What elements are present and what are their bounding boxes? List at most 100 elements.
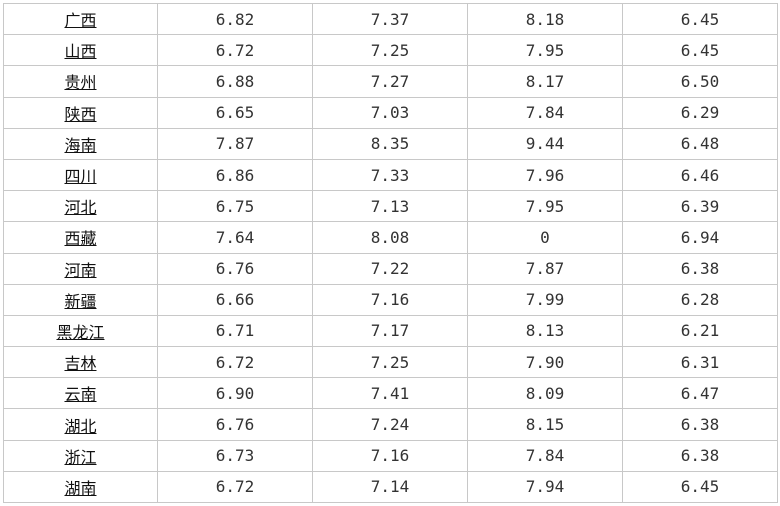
region-cell: 河北 bbox=[3, 190, 158, 223]
value-cell-v1: 6.72 bbox=[157, 470, 313, 504]
value-cell-v2: 7.22 bbox=[312, 252, 468, 285]
value-cell-v4: 6.38 bbox=[622, 252, 778, 285]
region-cell: 四川 bbox=[3, 158, 158, 192]
value-cell-v2: 7.24 bbox=[312, 408, 468, 441]
table-row: 陕西 6.65 7.03 7.84 6.29 bbox=[3, 96, 778, 129]
value-cell-v2: 7.27 bbox=[312, 65, 468, 98]
value-cell-v2: 7.25 bbox=[312, 346, 468, 379]
region-cell: 云南 bbox=[3, 377, 158, 410]
region-link[interactable]: 湖北 bbox=[64, 416, 97, 436]
table-row: 新疆 6.66 7.16 7.99 6.28 bbox=[3, 283, 778, 316]
price-table: 广西 6.82 7.37 8.18 6.45 山西 6.72 7.25 7.95 6.45 贵州 6.… bbox=[3, 2, 778, 504]
region-cell: 贵州 bbox=[3, 65, 158, 98]
value-cell-v2: 7.37 bbox=[312, 2, 468, 36]
value-cell-v2: 8.08 bbox=[312, 221, 468, 254]
value-cell-v2: 7.25 bbox=[312, 34, 468, 67]
region-cell: 山西 bbox=[3, 34, 158, 67]
region-cell: 浙江 bbox=[3, 439, 158, 472]
value-cell-v4: 6.39 bbox=[622, 190, 778, 223]
value-cell-v1: 6.82 bbox=[157, 2, 313, 36]
value-cell-v2: 7.17 bbox=[312, 314, 468, 348]
value-cell-v3: 8.15 bbox=[467, 408, 623, 441]
value-cell-v1: 6.75 bbox=[157, 190, 313, 223]
table-row: 海南 7.87 8.35 9.44 6.48 bbox=[3, 127, 778, 160]
value-cell-v1: 6.86 bbox=[157, 158, 313, 192]
value-cell-v1: 6.66 bbox=[157, 283, 313, 316]
value-cell-v1: 7.87 bbox=[157, 127, 313, 160]
table-row: 湖北 6.76 7.24 8.15 6.38 bbox=[3, 408, 778, 441]
value-cell-v4: 6.31 bbox=[622, 346, 778, 379]
region-cell: 海南 bbox=[3, 127, 158, 160]
region-link[interactable]: 浙江 bbox=[64, 447, 97, 467]
value-cell-v1: 6.72 bbox=[157, 346, 313, 379]
value-cell-v3: 7.96 bbox=[467, 158, 623, 192]
region-link[interactable]: 海南 bbox=[64, 135, 97, 155]
table-row: 湖南 6.72 7.14 7.94 6.45 bbox=[3, 470, 778, 504]
region-link[interactable]: 西藏 bbox=[64, 229, 97, 249]
table-row: 云南 6.90 7.41 8.09 6.47 bbox=[3, 377, 778, 410]
table-row: 吉林 6.72 7.25 7.90 6.31 bbox=[3, 346, 778, 379]
table-body: 广西 6.82 7.37 8.18 6.45 山西 6.72 7.25 7.95 6.45 贵州 6.… bbox=[3, 2, 778, 504]
region-link[interactable]: 云南 bbox=[64, 385, 97, 405]
value-cell-v3: 8.13 bbox=[467, 314, 623, 348]
value-cell-v3: 7.84 bbox=[467, 96, 623, 129]
value-cell-v4: 6.94 bbox=[622, 221, 778, 254]
value-cell-v1: 7.64 bbox=[157, 221, 313, 254]
value-cell-v1: 6.73 bbox=[157, 439, 313, 472]
region-link[interactable]: 陕西 bbox=[64, 104, 97, 124]
value-cell-v1: 6.72 bbox=[157, 34, 313, 67]
region-link[interactable]: 湖南 bbox=[64, 478, 97, 498]
value-cell-v4: 6.45 bbox=[622, 34, 778, 67]
value-cell-v2: 8.35 bbox=[312, 127, 468, 160]
value-cell-v3: 7.94 bbox=[467, 470, 623, 504]
table-row: 贵州 6.88 7.27 8.17 6.50 bbox=[3, 65, 778, 98]
value-cell-v4: 6.48 bbox=[622, 127, 778, 160]
value-cell-v4: 6.47 bbox=[622, 377, 778, 410]
table-row: 广西 6.82 7.37 8.18 6.45 bbox=[3, 2, 778, 36]
region-cell: 黑龙江 bbox=[3, 314, 158, 348]
value-cell-v4: 6.38 bbox=[622, 439, 778, 472]
value-cell-v1: 6.71 bbox=[157, 314, 313, 348]
value-cell-v3: 9.44 bbox=[467, 127, 623, 160]
region-link[interactable]: 贵州 bbox=[64, 73, 97, 93]
value-cell-v4: 6.21 bbox=[622, 314, 778, 348]
value-cell-v4: 6.29 bbox=[622, 96, 778, 129]
region-link[interactable]: 四川 bbox=[64, 167, 97, 187]
value-cell-v3: 7.99 bbox=[467, 283, 623, 316]
value-cell-v2: 7.16 bbox=[312, 283, 468, 316]
value-cell-v3: 7.84 bbox=[467, 439, 623, 472]
region-link[interactable]: 山西 bbox=[64, 42, 97, 62]
region-link[interactable]: 河南 bbox=[64, 260, 97, 280]
region-link[interactable]: 广西 bbox=[64, 11, 97, 31]
value-cell-v3: 7.90 bbox=[467, 346, 623, 379]
value-cell-v4: 6.45 bbox=[622, 470, 778, 504]
region-cell: 湖南 bbox=[3, 470, 158, 504]
region-cell: 湖北 bbox=[3, 408, 158, 441]
region-link[interactable]: 黑龙江 bbox=[56, 322, 105, 342]
value-cell-v1: 6.65 bbox=[157, 96, 313, 129]
region-link[interactable]: 河北 bbox=[64, 198, 97, 218]
region-cell: 吉林 bbox=[3, 346, 158, 379]
value-cell-v3: 7.95 bbox=[467, 34, 623, 67]
value-cell-v3: 8.17 bbox=[467, 65, 623, 98]
value-cell-v1: 6.88 bbox=[157, 65, 313, 98]
region-cell: 新疆 bbox=[3, 283, 158, 316]
value-cell-v2: 7.03 bbox=[312, 96, 468, 129]
value-cell-v4: 6.45 bbox=[622, 2, 778, 36]
value-cell-v1: 6.90 bbox=[157, 377, 313, 410]
table-row: 河北 6.75 7.13 7.95 6.39 bbox=[3, 190, 778, 223]
value-cell-v1: 6.76 bbox=[157, 408, 313, 441]
region-link[interactable]: 新疆 bbox=[64, 291, 97, 311]
value-cell-v3: 7.95 bbox=[467, 190, 623, 223]
value-cell-v3: 8.09 bbox=[467, 377, 623, 410]
value-cell-v3: 0 bbox=[467, 221, 623, 254]
value-cell-v4: 6.38 bbox=[622, 408, 778, 441]
region-link[interactable]: 吉林 bbox=[64, 354, 97, 374]
value-cell-v1: 6.76 bbox=[157, 252, 313, 285]
value-cell-v3: 8.18 bbox=[467, 2, 623, 36]
value-cell-v4: 6.28 bbox=[622, 283, 778, 316]
value-cell-v2: 7.41 bbox=[312, 377, 468, 410]
value-cell-v4: 6.46 bbox=[622, 158, 778, 192]
table-row: 西藏 7.64 8.08 0 6.94 bbox=[3, 221, 778, 254]
value-cell-v2: 7.14 bbox=[312, 470, 468, 504]
